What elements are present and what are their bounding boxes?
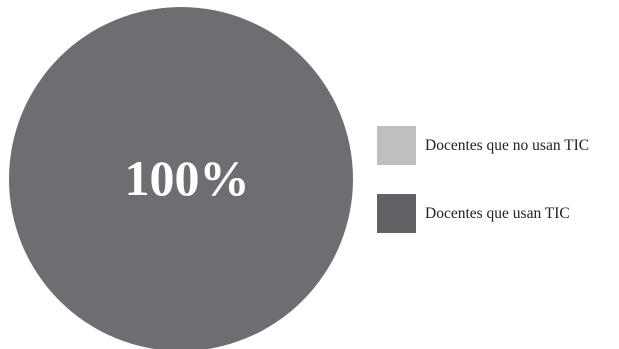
legend-swatch-1 bbox=[377, 194, 416, 233]
legend-item-0: Docentes que no usan TIC bbox=[377, 126, 589, 165]
legend-label-0: Docentes que no usan TIC bbox=[425, 137, 589, 154]
pie-data-labels: 100% bbox=[125, 150, 250, 206]
legend-swatch-0 bbox=[377, 126, 416, 165]
legend-item-1: Docentes que usan TIC bbox=[377, 194, 570, 233]
legend-label-1: Docentes que usan TIC bbox=[425, 205, 570, 222]
pie-slice-1 bbox=[9, 7, 353, 349]
pie-slices bbox=[9, 7, 353, 349]
legend: Docentes que no usan TIC Docentes que usa… bbox=[377, 126, 589, 233]
pie-data-label-1: 100% bbox=[125, 150, 250, 206]
